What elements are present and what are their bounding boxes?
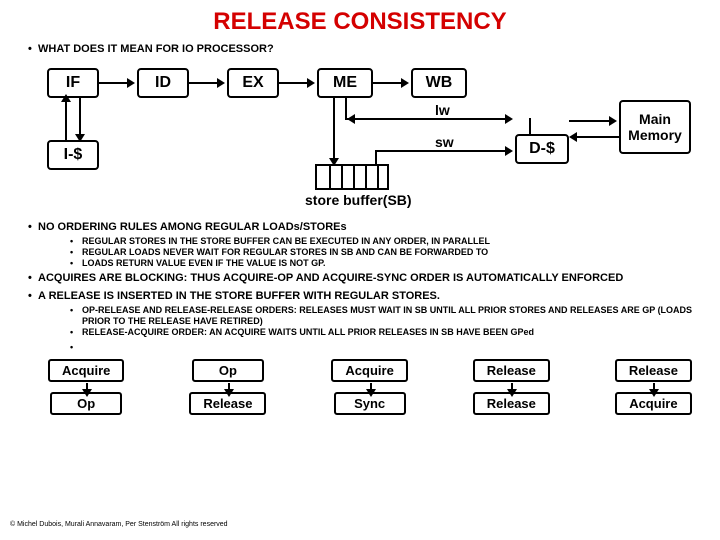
bullet-1: • WHAT DOES IT MEAN FOR IO PROCESSOR? <box>0 40 720 58</box>
bullet-2-sub-1: • REGULAR STORES IN THE STORE BUFFER CAN… <box>0 236 720 247</box>
store-buffer <box>315 164 389 190</box>
bullet-3: • ACQUIRES ARE BLOCKING: THUS ACQUIRE-OP… <box>0 269 720 287</box>
bullet-4-sub-2: • RELEASE-ACQUIRE ORDER: AN ACQUIRE WAIT… <box>0 327 720 338</box>
pair-3: Acquire Sync <box>331 359 407 415</box>
pair-4: Release Release <box>473 359 550 415</box>
bullet-dot: • <box>28 271 38 285</box>
page-title: RELEASE CONSISTENCY <box>0 0 720 40</box>
bullet-2: • NO ORDERING RULES AMONG REGULAR LOADs/… <box>0 218 720 236</box>
subbullet-text: REGULAR STORES IN THE STORE BUFFER CAN B… <box>82 236 490 247</box>
dcache-box: D-$ <box>515 134 569 164</box>
bullet-2-sub-2: • REGULAR LOADS NEVER WAIT FOR REGULAR S… <box>0 247 720 258</box>
pair-1: Acquire Op <box>48 359 124 415</box>
pair-top: Release <box>473 359 550 382</box>
bullet-empty: • <box>0 338 720 353</box>
copyright-text: © Michel Dubois, Murali Annavaram, Per S… <box>10 521 228 528</box>
stage-ex: EX <box>227 68 279 98</box>
subbullet-text: RELEASE-ACQUIRE ORDER: AN ACQUIRE WAITS … <box>82 327 534 338</box>
bullet-dot: • <box>28 42 38 56</box>
bullet-4: • A RELEASE IS INSERTED IN THE STORE BUF… <box>0 287 720 305</box>
subbullet-dot: • <box>70 236 82 247</box>
subbullet-dot: • <box>70 247 82 258</box>
subbullet-dot: • <box>70 327 82 338</box>
stage-id: ID <box>137 68 189 98</box>
pair-top: Acquire <box>48 359 124 382</box>
pair-5: Release Acquire <box>615 359 692 415</box>
stage-wb: WB <box>411 68 467 98</box>
bullet-2-sub-3: • LOADS RETURN VALUE EVEN IF THE VALUE I… <box>0 258 720 269</box>
bullet-text: NO ORDERING RULES AMONG REGULAR LOADs/ST… <box>38 220 347 234</box>
icache-box: I-$ <box>47 140 99 170</box>
bullet-4-sub-1: • OP-RELEASE AND RELEASE-RELEASE ORDERS:… <box>0 305 720 327</box>
bullet-text: ACQUIRES ARE BLOCKING: THUS ACQUIRE-OP A… <box>38 271 623 285</box>
lw-label: lw <box>435 102 450 118</box>
pipeline-diagram: IF ID EX ME WB I-$ D-$ Main Memory store… <box>15 62 705 212</box>
bullet-dot: • <box>28 220 38 234</box>
bullet-text: WHAT DOES IT MEAN FOR IO PROCESSOR? <box>38 42 274 56</box>
subbullet-text: OP-RELEASE AND RELEASE-RELEASE ORDERS: R… <box>82 305 700 327</box>
main-memory-box: Main Memory <box>619 100 691 154</box>
subbullet-text: REGULAR LOADS NEVER WAIT FOR REGULAR STO… <box>82 247 488 258</box>
stage-me: ME <box>317 68 373 98</box>
subbullet-dot: • <box>70 258 82 269</box>
store-buffer-label: store buffer(SB) <box>305 192 412 208</box>
pair-2: Op Release <box>189 359 266 415</box>
subbullet-dot: • <box>70 305 82 316</box>
pair-top: Acquire <box>331 359 407 382</box>
ordering-pairs: Acquire Op Op Release Acquire Sync Relea… <box>0 353 720 415</box>
stage-if: IF <box>47 68 99 98</box>
sw-label: sw <box>435 134 454 150</box>
subbullet-dot: • <box>70 342 82 353</box>
subbullet-text: LOADS RETURN VALUE EVEN IF THE VALUE IS … <box>82 258 326 269</box>
bullet-text: A RELEASE IS INSERTED IN THE STORE BUFFE… <box>38 289 440 303</box>
bullet-dot: • <box>28 289 38 303</box>
pair-top: Op <box>192 359 264 382</box>
pair-top: Release <box>615 359 692 382</box>
